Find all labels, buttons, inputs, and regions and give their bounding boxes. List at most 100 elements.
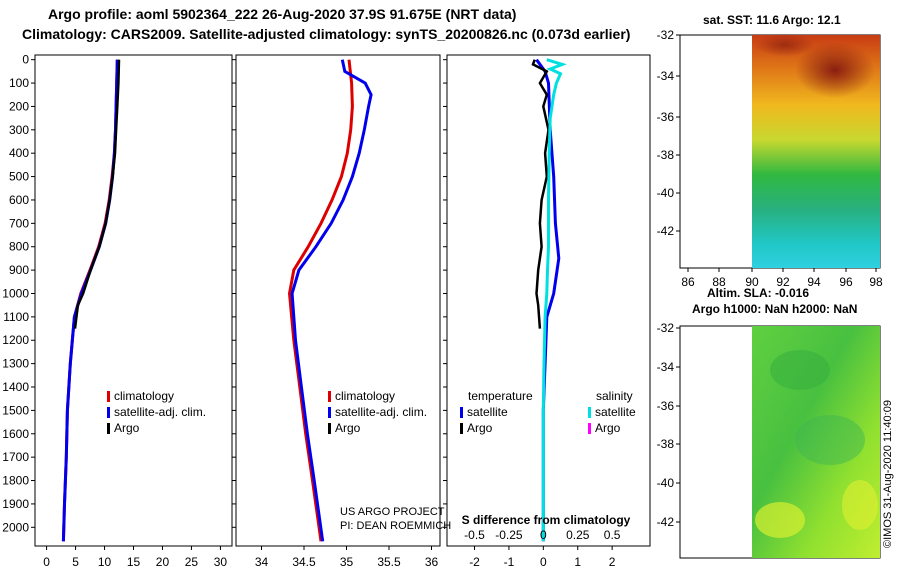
lat-tick-label: -36 [657,399,675,413]
lat-tick-label: -40 [657,476,675,490]
y-tick-label: 1100 [3,310,29,324]
legend-marker [107,391,110,402]
sst-map [679,33,881,269]
lon-tick-label: 90 [745,275,759,289]
panel-frame [235,54,441,547]
x-tick-label: -2 [469,555,480,569]
x-tick-label-top: 0 [540,528,547,542]
legend-panel-1: climatology satellite-adj. clim. Argo [107,389,206,435]
y-tick-label: 700 [9,216,29,230]
legend-label: climatology [335,389,395,403]
y-tick-label: 0 [22,53,29,67]
series-line [290,59,373,542]
legend-label: satellite-adj. clim. [114,405,206,419]
lat-tick-label: -34 [657,360,675,374]
series-line [73,59,121,329]
legend-marker [107,423,110,434]
x-tick-label: 30 [214,555,228,569]
x-tick-label-top: -0.5 [464,528,485,542]
panel-3-salinity-axis: S difference from climatology-0.5 -0.25 0 0… [462,513,631,542]
lat-tick-label: -38 [657,148,675,162]
y-tick-label: 300 [9,123,29,137]
legend-marker [460,407,463,418]
y-tick-label: 800 [9,240,29,254]
y-tick-label: 200 [9,99,29,113]
legend-label: Argo [335,421,361,435]
y-tick-label: 900 [9,263,29,277]
x-tick-label-top: -0.25 [495,528,523,542]
x-tick-label: 2 [609,555,616,569]
lat-tick-label: -32 [657,28,675,42]
lon-tick-label: 96 [839,275,853,289]
project-credit: US ARGO PROJECT [340,506,445,518]
sla-map-title-2: Argo h1000: NaN h2000: NaN [692,302,858,316]
legend-panel-3: temperature salinity satellite Argo satellit… [460,389,636,435]
y-tick-label: 100 [9,76,29,90]
y-tick-label: 500 [9,170,29,184]
legend-marker [107,407,110,418]
panel-3: -2 -1 0 1 2 [443,54,651,569]
legend-label: satellite-adj. clim. [335,405,427,419]
y-tick-label: 1200 [2,333,29,347]
x-tick-label: 34.5 [292,555,316,569]
lat-tick-label: -42 [657,515,675,529]
lon-tick-label: 98 [869,275,883,289]
x-tick-label: 20 [156,555,170,569]
lat-tick-label: -36 [657,110,675,124]
series-line [287,59,354,542]
legend-label: Argo [595,421,621,435]
legend-label: climatology [114,389,174,403]
legend-heading: temperature [468,389,533,403]
x-tick-label: 0 [540,555,547,569]
lat-tick-label: -40 [657,186,675,200]
x-tick-label: 25 [185,555,199,569]
x-tick-label: 34 [255,555,269,569]
y-tick-label: 1600 [2,427,29,441]
lon-tick-label: 86 [681,275,695,289]
y-tick-label: 2000 [2,520,29,534]
imos-credit: ©IMOS 31-Aug-2020 11:40:09 [882,400,894,548]
profile-panels: 0100200300400500600700800900100011001200… [2,53,651,569]
x-tick-label: -1 [504,555,515,569]
y-tick-label: 1000 [2,286,29,300]
panel-1: 0 100 200 300 400 500 600 700 800 900 1000 1100 1200… [2,53,233,569]
sla-map-title-1: Altim. SLA: -0.016 [707,286,810,300]
x-tick-label: 35 [340,555,354,569]
legend-label: Argo [467,421,493,435]
lat-tick-label: -34 [657,69,675,83]
y-tick-label: 600 [9,193,29,207]
legend-marker [328,423,331,434]
x-tick-label-top: 0.25 [566,528,590,542]
map-axis-ticks: -32 -32 -34 -34 -36 -36 -38 -38 -40 -40 -42 -42 86 88… [657,28,883,529]
sst-map-title: sat. SST: 11.6 Argo: 12.1 [703,13,841,27]
title-line-1: Argo profile: aoml 5902364_222 26-Aug-20… [48,6,517,22]
legend-marker [588,407,591,418]
lat-tick-label: -42 [657,224,675,238]
x-axis-label: S difference from climatology [462,513,631,527]
lon-tick-label: 94 [807,275,821,289]
y-tick-label: 1400 [2,380,29,394]
y-tick-label: 1500 [2,403,29,417]
lat-tick-label: -38 [657,437,675,451]
legend-heading: salinity [596,389,633,403]
title-line-2: Climatology: CARS2009. Satellite-adjuste… [22,26,631,42]
legend-marker [328,407,331,418]
lat-tick-label: -32 [657,321,675,335]
sla-map [679,325,881,559]
legend-marker [328,391,331,402]
legend-marker [460,423,463,434]
x-tick-label: 1 [574,555,581,569]
y-tick-label: 1300 [2,357,29,371]
legend-marker [588,423,591,434]
lon-tick-label: 92 [776,275,790,289]
pi-credit: PI: DEAN ROEMMICH [340,520,452,532]
x-tick-label: 10 [98,555,112,569]
lon-tick-label: 88 [712,275,726,289]
y-tick-label: 400 [9,146,29,160]
panel-frame [34,54,233,547]
panel-2: 34 34.5 35 35.5 36 [232,54,441,569]
legend-label: satellite [467,405,508,419]
x-tick-label: 15 [127,555,141,569]
legend-panel-2: climatology satellite-adj. clim. Argo [328,389,427,435]
